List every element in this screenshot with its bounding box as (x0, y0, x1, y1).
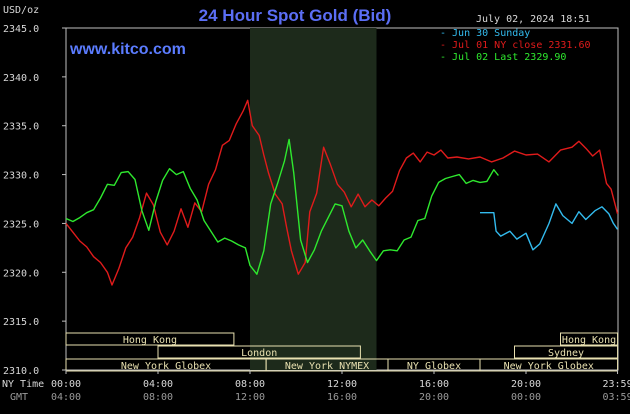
legend-entry: - Jul 01 NY close 2331.60 (440, 40, 591, 51)
session-box (157, 345, 361, 359)
session-box (479, 358, 619, 372)
session-label: New York Globex (504, 361, 594, 372)
unit-label: USD/oz (3, 5, 39, 16)
session-box (65, 332, 235, 346)
legend: - Jun 30 Sunday- Jul 01 NY close 2331.60… (440, 28, 591, 63)
y-tick-label: 2335.0 (3, 122, 39, 133)
x-tick-label-gmt: 08:00 (143, 392, 173, 403)
legend-entry: - Jun 30 Sunday (440, 28, 530, 39)
session-label: Hong Kong (562, 335, 616, 346)
x-tick-label-gmt: 04:00 (51, 392, 81, 403)
session-label: New York Globex (121, 361, 211, 372)
y-tick-label: 2325.0 (3, 219, 39, 230)
chart-datetime: July 02, 2024 18:51 (476, 14, 590, 25)
site-watermark: www.kitco.com (69, 41, 186, 58)
session-label: New York NYMEX (285, 361, 369, 372)
y-tick-label: 2315.0 (3, 317, 39, 328)
x-tick-label-ny: 16:00 (419, 379, 449, 390)
series-line-1 (65, 99, 619, 286)
x-tick-label-ny: 12:00 (327, 379, 357, 390)
y-tick-label: 2320.0 (3, 268, 39, 279)
x-tick-label-gmt: 20:00 (419, 392, 449, 403)
y-tick-label: 2330.0 (3, 171, 39, 182)
y-tick-label: 2345.0 (3, 24, 39, 35)
session-box (560, 332, 619, 346)
series-line-0 (480, 203, 619, 251)
x-tick-label-ny: 00:00 (51, 379, 81, 390)
session-label: Sydney (548, 348, 584, 359)
x-tick-label-gmt: 12:00 (235, 392, 265, 403)
session-label: London (241, 348, 277, 359)
y-axis: 2310.0 2315.0 2320.0 2325.0 2330.0 2335.0 2340… (3, 24, 66, 377)
legend-entry: - Jul 02 Last 2329.90 (440, 52, 566, 63)
x-tick-label-ny: 04:00 (143, 379, 173, 390)
y-tick-label: 2340.0 (3, 73, 39, 84)
x-tick-label-ny: 20:00 (511, 379, 541, 390)
series-lines (65, 99, 619, 286)
trading-sessions: Hong Kong London New York Globex New York N… (65, 332, 619, 372)
ny-session-band (250, 28, 377, 370)
ny-time-label: NY Time (2, 379, 44, 390)
x-tick-label-ny: 23:59 (602, 379, 630, 390)
series-line-2 (65, 138, 499, 275)
chart-title: 24 Hour Spot Gold (Bid) (199, 6, 392, 25)
x-axis: 00:00 04:00 04:00 08:00 08:00 12:00 12:00 16:00… (51, 370, 630, 403)
gmt-label: GMT (10, 392, 28, 403)
session-label: NY Globex (407, 361, 461, 372)
x-tick-label-ny: 08:00 (235, 379, 265, 390)
x-tick-label-gmt: 00:00 (511, 392, 541, 403)
x-tick-label-gmt: 16:00 (327, 392, 357, 403)
x-tick-label-gmt: 03:59 (602, 392, 630, 403)
session-box (514, 345, 619, 359)
y-tick-label: 2310.0 (3, 366, 39, 377)
session-label: Hong Kong (123, 335, 177, 346)
